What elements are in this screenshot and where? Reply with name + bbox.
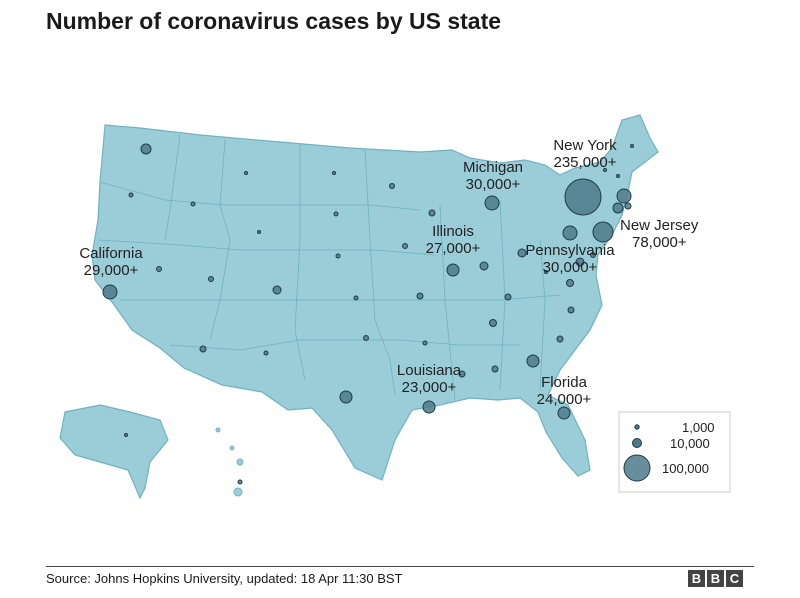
bubble-montana [244,171,248,175]
bubble-oregon [128,192,134,198]
footer-divider [46,566,754,567]
bubble-pennsylvania [562,225,578,241]
bubble-vermont [603,168,607,172]
bubble-louisiana [422,400,436,414]
legend-label-10000: 10,000 [670,436,710,451]
bubble-new-york [564,178,602,216]
bubble-florida [557,406,571,420]
callout-pennsylvania-value: 30,000+ [543,259,598,276]
bubble-minnesota [389,183,395,189]
callout-new-york-value: 235,000+ [554,154,617,171]
bubble-rhode-island [624,202,632,210]
bubble-nebraska [335,253,341,259]
bubble-colorado [272,285,282,295]
bubble-delaware [590,252,596,258]
bubble-utah [208,276,214,282]
bubble-massachusetts [616,188,632,204]
bubble-virginia [566,279,574,287]
bubble-iowa [402,243,408,249]
bubble-nevada [156,266,162,272]
bubble-west-virginia [544,270,548,274]
bubble-missouri [416,292,424,300]
bubble-south-dakota [333,211,339,217]
bbc-logo-letter-3: C [726,570,743,587]
legend-bubble-10000 [632,438,642,448]
legend-label-1000: 1,000 [682,420,715,435]
bbc-logo-letter-1: B [688,570,705,587]
bubble-wyoming [257,230,261,234]
bubble-alaska [124,433,128,437]
bubble-california [102,284,118,300]
bubble-maine [630,144,634,148]
bubble-kansas [353,295,359,301]
us-land [91,114,659,481]
legend-bubble-100000 [623,454,651,482]
bubble-ohio [517,248,527,258]
hawaii-islands [215,427,244,497]
map-title: Number of coronavirus cases by US state [46,8,502,34]
callout-michigan-value: 30,000+ [466,176,521,193]
alaska-shape [59,404,169,500]
callout-new-jersey-value: 78,000+ [632,234,687,251]
callout-california-value: 29,000+ [84,262,139,279]
callout-pennsylvania-name: Pennsylvania [525,242,615,259]
state-borders [97,134,561,401]
bubble-alabama [491,365,499,373]
callout-florida-value: 24,000+ [537,391,592,408]
callout-new-jersey-name: New Jersey [620,217,699,234]
bubble-south-carolina [556,335,564,343]
callout-california-name: California [79,245,143,262]
bubble-idaho [190,201,196,207]
bubble-hawaii [237,479,243,485]
callout-louisiana-value: 23,000+ [402,379,457,396]
callout-illinois-name: Illinois [432,223,474,240]
bubble-tennessee [489,319,497,327]
legend-label-100000: 100,000 [662,461,709,476]
bubble-connecticut [612,202,624,214]
bubble-kentucky [504,293,512,301]
bubble-arizona [199,345,207,353]
bubble-north-carolina [567,306,575,314]
callout-louisiana-name: Louisiana [397,362,462,379]
bubble-mississippi [458,370,466,378]
callout-florida-name: Florida [541,374,588,391]
bubble-new-mexico [263,350,269,356]
callout-illinois-value: 27,000+ [426,240,481,257]
bubble-illinois [446,263,460,277]
bubble-new-jersey [592,221,614,243]
bubble-arkansas [422,340,428,346]
bubble-indiana [479,261,489,271]
bubble-maryland [575,257,585,267]
bubble-oklahoma [363,335,369,341]
bubble-georgia [526,354,540,368]
callout-new-york-name: New York [553,137,617,154]
legend: 1,000 10,000 100,000 [618,411,731,493]
callout-michigan-name: Michigan [463,159,523,176]
bubble-washington [140,143,152,155]
bubble-north-dakota [332,171,336,175]
bubble-new-hampshire [616,174,620,178]
bubble-michigan [484,195,500,211]
source-note: Source: Johns Hopkins University, update… [46,571,403,586]
bubble-wisconsin [428,209,436,217]
bubble-texas [339,390,353,404]
legend-bubble-1000 [634,424,640,430]
bbc-logo: B B C [688,570,743,587]
bbc-logo-letter-2: B [707,570,724,587]
